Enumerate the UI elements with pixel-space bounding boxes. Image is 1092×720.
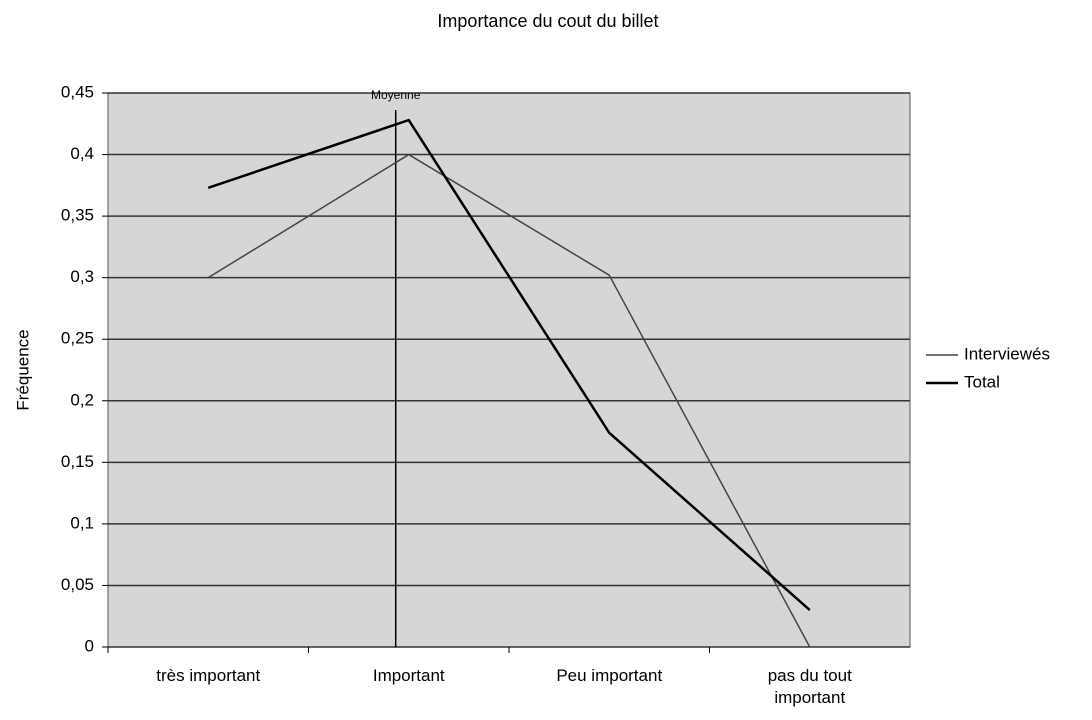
legend-label: Interviewés (964, 344, 1050, 363)
y-tick-label: 0,2 (70, 390, 94, 409)
y-tick-label: 0,05 (61, 575, 94, 594)
y-tick-label: 0,25 (61, 329, 94, 348)
y-tick-label: 0 (85, 636, 94, 655)
legend-label: Total (964, 372, 1000, 391)
y-axis-label: Fréquence (13, 329, 32, 410)
x-tick-label: Peu important (556, 666, 663, 685)
y-tick-label: 0,15 (61, 452, 94, 471)
y-tick-label: 0,3 (70, 267, 94, 286)
x-tick-label: pas du tout important (767, 666, 852, 707)
y-tick-label: 0,4 (70, 144, 94, 163)
x-tick-label: très important (156, 666, 261, 685)
chart-title: Importance du cout du billet (437, 11, 658, 31)
series-line (207, 153, 811, 648)
annotation: Moyenne (371, 88, 421, 102)
series-line (207, 118, 811, 612)
plot-area (107, 92, 911, 648)
x-tick-label: Important (372, 666, 445, 685)
y-tick-label: 0,1 (70, 513, 94, 532)
y-tick-label: 0,35 (61, 206, 94, 225)
y-tick-label: 0,45 (61, 82, 94, 101)
